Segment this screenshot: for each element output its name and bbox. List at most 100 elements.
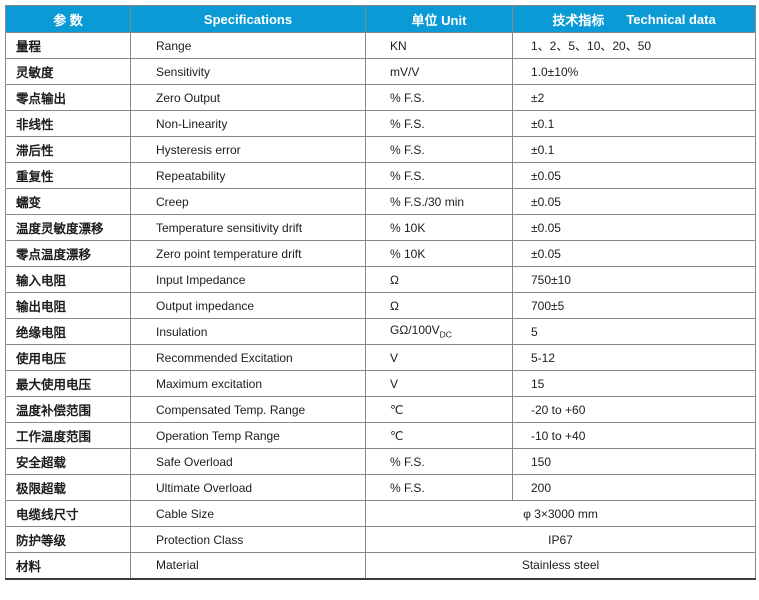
header-technical-data: 技术指标 Technical data [512, 5, 756, 33]
spec-cell: Maximum excitation [130, 370, 366, 397]
spec-cell: Zero point temperature drift [130, 240, 366, 267]
table-row: 量程 Range KN 1、2、5、10、20、50 [5, 32, 756, 59]
spec-table-head: 参 数 Specifications 单位 Unit 技术指标 Technica… [5, 5, 756, 33]
param-cell: 蠕变 [5, 188, 131, 215]
table-row: 使用电压 Recommended Excitation V 5-12 [5, 344, 756, 371]
param-cell: 材料 [5, 552, 131, 579]
param-cell: 工作温度范围 [5, 422, 131, 449]
param-cell: 零点温度漂移 [5, 240, 131, 267]
merged-value-cell: Stainless steel [365, 552, 756, 579]
value-cell: 5-12 [512, 344, 756, 371]
spec-cell: Non-Linearity [130, 110, 366, 137]
unit-text: GΩ/100V [390, 323, 440, 338]
value-cell: -10 to +40 [512, 422, 756, 449]
unit-text: ℃ [390, 428, 404, 443]
unit-cell: V [365, 370, 513, 397]
unit-cell: % 10K [365, 240, 513, 267]
spec-cell: Protection Class [130, 526, 366, 553]
param-cell: 输入电阻 [5, 266, 131, 293]
unit-subscript: DC [439, 329, 452, 340]
unit-cell: mV/V [365, 58, 513, 85]
param-cell: 灵敏度 [5, 58, 131, 85]
value-cell: ±0.05 [512, 162, 756, 189]
header-row: 参 数 Specifications 单位 Unit 技术指标 Technica… [5, 5, 756, 33]
merged-value-cell: φ 3×3000 mm [365, 500, 756, 527]
spec-cell: Compensated Temp. Range [130, 396, 366, 423]
spec-table-body: 量程 Range KN 1、2、5、10、20、50 灵敏度 Sensitivity mV/… [5, 32, 756, 579]
unit-cell: ℃ [365, 396, 513, 423]
unit-text: % 10K [390, 220, 426, 235]
unit-cell: % F.S. [365, 448, 513, 475]
value-cell: 1、2、5、10、20、50 [512, 32, 756, 59]
param-cell: 滞后性 [5, 136, 131, 163]
table-row: 最大使用电压 Maximum excitation V 15 [5, 370, 756, 397]
unit-text: V [390, 376, 399, 391]
spec-cell: Material [130, 552, 366, 579]
param-cell: 温度灵敏度漂移 [5, 214, 131, 241]
value-cell: ±0.1 [512, 110, 756, 137]
page: 参 数 Specifications 单位 Unit 技术指标 Technica… [5, 5, 756, 580]
unit-cell: V [365, 344, 513, 371]
unit-cell: Ω [365, 266, 513, 293]
table-row: 零点输出 Zero Output % F.S. ±2 [5, 84, 756, 111]
unit-cell: Ω [365, 292, 513, 319]
param-cell: 最大使用电压 [5, 370, 131, 397]
param-cell: 温度补偿范围 [5, 396, 131, 423]
unit-text: % F.S. [390, 168, 425, 183]
header-specifications: Specifications [130, 5, 366, 33]
unit-cell: KN [365, 32, 513, 59]
table-row: 输出电阻 Output impedance Ω 700±5 [5, 292, 756, 319]
value-cell: 700±5 [512, 292, 756, 319]
spec-table: 参 数 Specifications 单位 Unit 技术指标 Technica… [5, 5, 756, 580]
param-cell: 极限超载 [5, 474, 131, 501]
spec-cell: Safe Overload [130, 448, 366, 475]
technical-data-label-cn: 技术指标 [552, 12, 605, 28]
unit-text: Ω [390, 298, 399, 313]
value-cell: -20 to +60 [512, 396, 756, 423]
unit-text: % 10K [390, 246, 426, 261]
param-cell: 防护等级 [5, 526, 131, 553]
unit-text: KN [390, 38, 407, 53]
param-cell: 非线性 [5, 110, 131, 137]
table-row: 温度灵敏度漂移 Temperature sensitivity drift % 10… [5, 214, 756, 241]
value-cell: ±0.05 [512, 214, 756, 241]
spec-cell: Ultimate Overload [130, 474, 366, 501]
table-row: 防护等级 Protection Class IP67 [5, 526, 756, 553]
value-cell: 15 [512, 370, 756, 397]
table-row: 电缆线尺寸 Cable Size φ 3×3000 mm [5, 500, 756, 527]
spec-cell: Recommended Excitation [130, 344, 366, 371]
param-cell: 零点输出 [5, 84, 131, 111]
spec-cell: Hysteresis error [130, 136, 366, 163]
value-cell: 150 [512, 448, 756, 475]
unit-cell: % F.S. [365, 162, 513, 189]
param-cell: 输出电阻 [5, 292, 131, 319]
value-cell: ±0.05 [512, 240, 756, 267]
spec-cell: Temperature sensitivity drift [130, 214, 366, 241]
param-cell: 绝缘电阻 [5, 318, 131, 345]
table-row: 蠕变 Creep % F.S./30 min ±0.05 [5, 188, 756, 215]
param-cell: 量程 [5, 32, 131, 59]
param-cell: 使用电压 [5, 344, 131, 371]
unit-text: % F.S. [390, 116, 425, 131]
spec-cell: Insulation [130, 318, 366, 345]
table-row: 零点温度漂移 Zero point temperature drift % 10K ±… [5, 240, 756, 267]
spec-cell: Operation Temp Range [130, 422, 366, 449]
spec-cell: Cable Size [130, 500, 366, 527]
unit-text: V [390, 350, 399, 365]
technical-data-label-en: Technical data [626, 11, 716, 27]
merged-value-cell: IP67 [365, 526, 756, 553]
value-cell: ±0.1 [512, 136, 756, 163]
unit-text: Ω [390, 272, 399, 287]
table-row: 重复性 Repeatability % F.S. ±0.05 [5, 162, 756, 189]
value-cell: 1.0±10% [512, 58, 756, 85]
table-row: 滞后性 Hysteresis error % F.S. ±0.1 [5, 136, 756, 163]
header-param: 参 数 [5, 5, 131, 33]
unit-cell: % F.S. [365, 474, 513, 501]
unit-cell: GΩ/100VDC [365, 318, 513, 345]
table-row: 绝缘电阻 Insulation GΩ/100VDC 5 [5, 318, 756, 345]
unit-cell: ℃ [365, 422, 513, 449]
param-cell: 电缆线尺寸 [5, 500, 131, 527]
unit-cell: % F.S. [365, 136, 513, 163]
spec-cell: Output impedance [130, 292, 366, 319]
spec-cell: Sensitivity [130, 58, 366, 85]
